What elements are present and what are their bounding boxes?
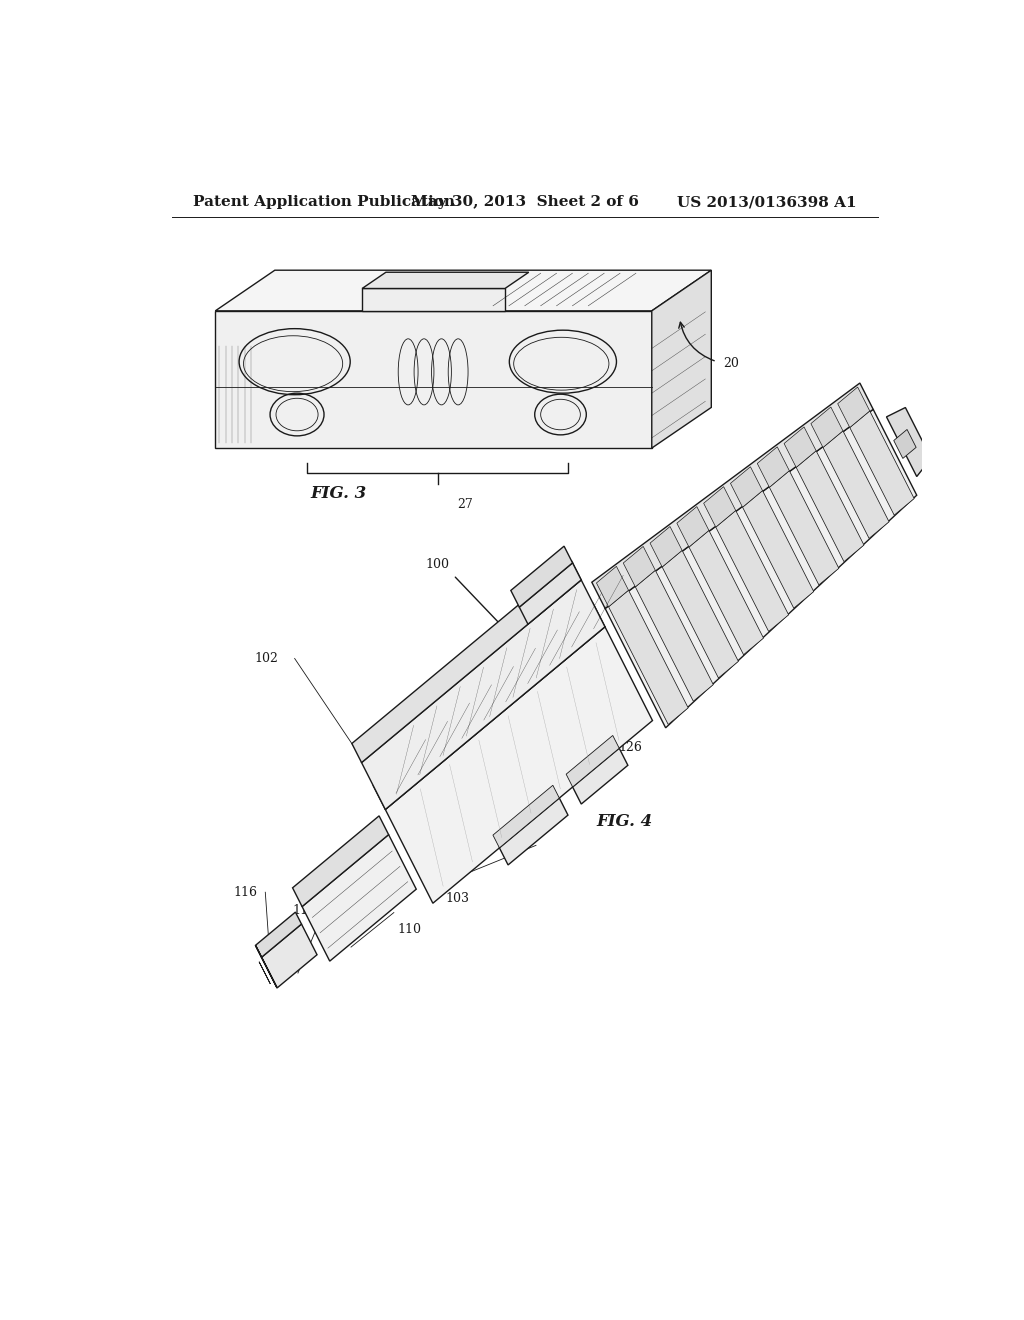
Polygon shape — [663, 550, 738, 678]
Polygon shape — [784, 426, 816, 467]
Polygon shape — [838, 387, 869, 428]
Text: 116: 116 — [233, 886, 257, 899]
Text: 20: 20 — [723, 358, 739, 370]
Polygon shape — [519, 562, 582, 624]
Polygon shape — [256, 945, 278, 987]
Polygon shape — [677, 507, 709, 546]
Polygon shape — [652, 271, 712, 447]
Text: 115: 115 — [292, 904, 316, 917]
Polygon shape — [608, 590, 688, 725]
Polygon shape — [362, 272, 528, 289]
Polygon shape — [511, 546, 572, 607]
Polygon shape — [742, 491, 814, 609]
Text: US 2013/0136398 A1: US 2013/0136398 A1 — [677, 195, 856, 209]
Polygon shape — [887, 408, 931, 477]
Text: 126: 126 — [618, 742, 642, 755]
Polygon shape — [850, 411, 914, 515]
Polygon shape — [635, 570, 714, 701]
Polygon shape — [500, 799, 568, 865]
Polygon shape — [758, 447, 790, 487]
Text: 110: 110 — [397, 923, 422, 936]
Text: 103: 103 — [445, 892, 469, 906]
Polygon shape — [689, 531, 764, 655]
Polygon shape — [703, 487, 735, 527]
Polygon shape — [650, 527, 682, 568]
Polygon shape — [373, 603, 605, 809]
Polygon shape — [385, 627, 652, 903]
Text: 100: 100 — [425, 558, 450, 572]
Polygon shape — [797, 451, 864, 562]
Text: 27: 27 — [458, 498, 473, 511]
Polygon shape — [769, 471, 839, 585]
Polygon shape — [261, 924, 317, 987]
Polygon shape — [256, 912, 301, 957]
Polygon shape — [624, 546, 655, 587]
Polygon shape — [566, 735, 620, 787]
Polygon shape — [592, 383, 873, 609]
Polygon shape — [293, 816, 388, 907]
Text: Patent Application Publication: Patent Application Publication — [194, 195, 455, 209]
Polygon shape — [352, 561, 582, 763]
Polygon shape — [302, 834, 417, 961]
Polygon shape — [259, 962, 270, 983]
Polygon shape — [493, 785, 559, 847]
Polygon shape — [894, 429, 916, 458]
Polygon shape — [572, 748, 628, 804]
Text: May 30, 2013  Sheet 2 of 6: May 30, 2013 Sheet 2 of 6 — [411, 195, 639, 209]
Polygon shape — [215, 312, 652, 447]
Polygon shape — [605, 409, 916, 727]
Text: FIG. 3: FIG. 3 — [310, 486, 367, 503]
Text: FIG. 4: FIG. 4 — [596, 813, 652, 829]
Polygon shape — [362, 289, 505, 312]
Polygon shape — [716, 511, 788, 631]
Polygon shape — [361, 579, 605, 809]
Polygon shape — [596, 566, 629, 607]
Text: 102: 102 — [255, 652, 279, 665]
Polygon shape — [730, 467, 763, 507]
Polygon shape — [215, 271, 712, 312]
Polygon shape — [811, 407, 843, 447]
Polygon shape — [823, 430, 889, 539]
